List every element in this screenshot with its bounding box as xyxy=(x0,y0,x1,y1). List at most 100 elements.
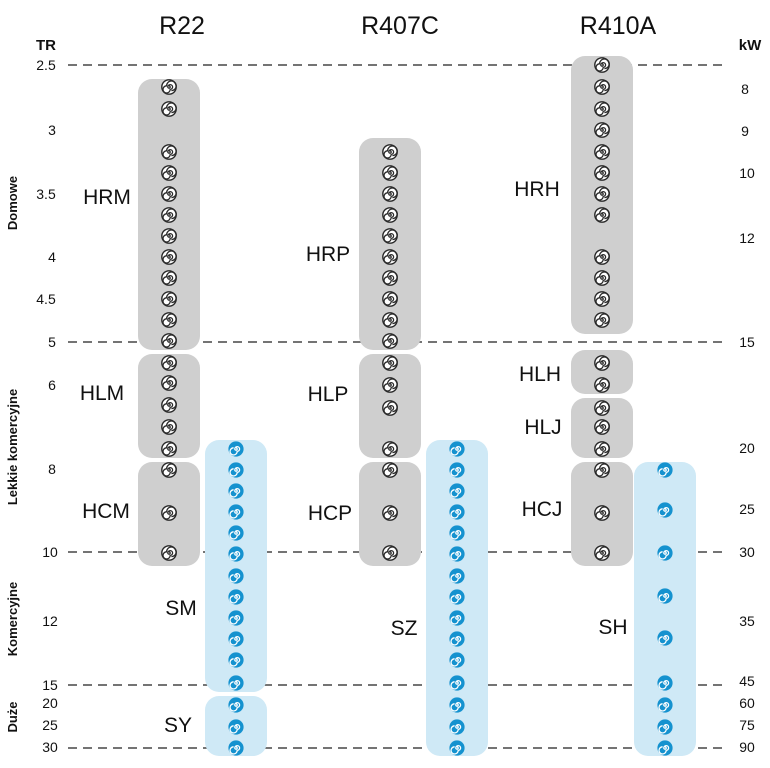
kw-tick: 35 xyxy=(739,613,755,629)
range-pill-sm xyxy=(205,440,267,692)
scroll-spiral-blue-icon xyxy=(448,696,466,714)
scroll-spiral-blue-icon xyxy=(227,461,245,479)
scroll-spiral-blue-icon xyxy=(448,651,466,669)
scroll-spiral-gray-icon xyxy=(161,228,177,244)
tr-tick: 3.5 xyxy=(36,186,56,202)
scroll-spiral-gray-icon xyxy=(161,312,177,328)
family-label-sy: SY xyxy=(164,714,192,737)
scroll-spiral-gray-icon xyxy=(594,101,610,117)
scroll-spiral-blue-icon xyxy=(448,567,466,585)
tr-tick: 5 xyxy=(48,334,56,350)
scroll-spiral-gray-icon xyxy=(594,186,610,202)
right-unit-label: kW xyxy=(739,37,762,54)
kw-tick: 8 xyxy=(741,81,749,97)
tr-tick: 3 xyxy=(48,122,56,138)
scroll-spiral-gray-icon xyxy=(382,207,398,223)
kw-tick: 75 xyxy=(739,717,755,733)
family-label-hlj: HLJ xyxy=(524,416,561,439)
scroll-spiral-gray-icon xyxy=(594,377,610,393)
range-pill-hrp xyxy=(359,138,421,350)
scroll-spiral-blue-icon xyxy=(227,503,245,521)
scroll-spiral-gray-icon xyxy=(594,505,610,521)
scroll-spiral-blue-icon xyxy=(448,461,466,479)
scroll-spiral-blue-icon xyxy=(656,674,674,692)
tr-tick: 8 xyxy=(48,461,56,477)
kw-tick: 45 xyxy=(739,673,755,689)
category-label-lekkie-komercyjne: Lekkie komercyjne xyxy=(5,389,20,505)
scroll-spiral-gray-icon xyxy=(382,441,398,457)
scroll-spiral-blue-icon xyxy=(656,739,674,757)
kw-tick: 15 xyxy=(739,334,755,350)
scroll-spiral-blue-icon xyxy=(227,609,245,627)
scroll-spiral-gray-icon xyxy=(594,207,610,223)
family-label-hlm: HLM xyxy=(80,382,124,405)
scroll-spiral-blue-icon xyxy=(227,524,245,542)
tr-tick: 15 xyxy=(42,677,58,693)
tr-tick: 2.5 xyxy=(36,57,56,73)
scroll-spiral-gray-icon xyxy=(161,207,177,223)
scroll-spiral-blue-icon xyxy=(227,630,245,648)
scroll-spiral-gray-icon xyxy=(382,505,398,521)
scroll-spiral-gray-icon xyxy=(594,355,610,371)
scroll-spiral-gray-icon xyxy=(594,122,610,138)
scroll-spiral-blue-icon xyxy=(448,609,466,627)
scroll-spiral-blue-icon xyxy=(227,696,245,714)
family-label-sh: SH xyxy=(598,616,627,639)
scroll-spiral-gray-icon xyxy=(594,312,610,328)
scroll-spiral-blue-icon xyxy=(448,440,466,458)
kw-tick: 25 xyxy=(739,501,755,517)
range-pill-sh xyxy=(634,462,696,756)
scroll-spiral-gray-icon xyxy=(594,419,610,435)
family-label-hrh: HRH xyxy=(514,178,560,201)
scroll-spiral-gray-icon xyxy=(382,462,398,478)
scroll-spiral-gray-icon xyxy=(161,462,177,478)
scroll-spiral-blue-icon xyxy=(448,545,466,563)
family-label-hcj: HCJ xyxy=(522,498,563,521)
column-title-r410a: R410A xyxy=(580,12,657,40)
scroll-spiral-blue-icon xyxy=(227,588,245,606)
tr-tick: 10 xyxy=(42,544,58,560)
scroll-spiral-gray-icon xyxy=(594,79,610,95)
scroll-spiral-blue-icon xyxy=(656,587,674,605)
scroll-spiral-blue-icon xyxy=(448,739,466,757)
scroll-spiral-blue-icon xyxy=(227,545,245,563)
tr-tick: 30 xyxy=(42,739,58,755)
scroll-spiral-gray-icon xyxy=(161,333,177,349)
scroll-spiral-gray-icon xyxy=(382,249,398,265)
scroll-spiral-gray-icon xyxy=(382,291,398,307)
category-label-domowe: Domowe xyxy=(5,176,20,230)
scroll-spiral-gray-icon xyxy=(161,397,177,413)
scroll-spiral-blue-icon xyxy=(448,718,466,736)
scroll-spiral-gray-icon xyxy=(382,165,398,181)
scroll-spiral-gray-icon xyxy=(161,291,177,307)
tr-tick: 12 xyxy=(42,613,58,629)
scroll-spiral-blue-icon xyxy=(448,524,466,542)
kw-tick: 20 xyxy=(739,440,755,456)
scroll-spiral-gray-icon xyxy=(594,270,610,286)
category-label-duze: Duże xyxy=(5,701,20,732)
scroll-spiral-gray-icon xyxy=(594,249,610,265)
scroll-spiral-gray-icon xyxy=(382,270,398,286)
tr-tick: 25 xyxy=(42,717,58,733)
scroll-spiral-gray-icon xyxy=(594,545,610,561)
scroll-spiral-gray-icon xyxy=(382,545,398,561)
scroll-spiral-gray-icon xyxy=(161,441,177,457)
family-label-hcp: HCP xyxy=(308,502,352,525)
scroll-spiral-gray-icon xyxy=(594,462,610,478)
family-label-sm: SM xyxy=(165,597,197,620)
kw-tick: 10 xyxy=(739,165,755,181)
tr-tick: 6 xyxy=(48,377,56,393)
column-title-r22: R22 xyxy=(159,12,205,40)
scroll-spiral-blue-icon xyxy=(656,696,674,714)
scroll-spiral-gray-icon xyxy=(382,333,398,349)
scroll-spiral-gray-icon xyxy=(594,144,610,160)
scroll-spiral-gray-icon xyxy=(382,228,398,244)
family-label-hlh: HLH xyxy=(519,363,561,386)
kw-tick: 12 xyxy=(739,230,755,246)
scroll-spiral-blue-icon xyxy=(227,567,245,585)
scroll-spiral-gray-icon xyxy=(161,270,177,286)
scroll-spiral-blue-icon xyxy=(656,461,674,479)
scroll-spiral-gray-icon xyxy=(161,101,177,117)
tr-tick: 20 xyxy=(42,695,58,711)
